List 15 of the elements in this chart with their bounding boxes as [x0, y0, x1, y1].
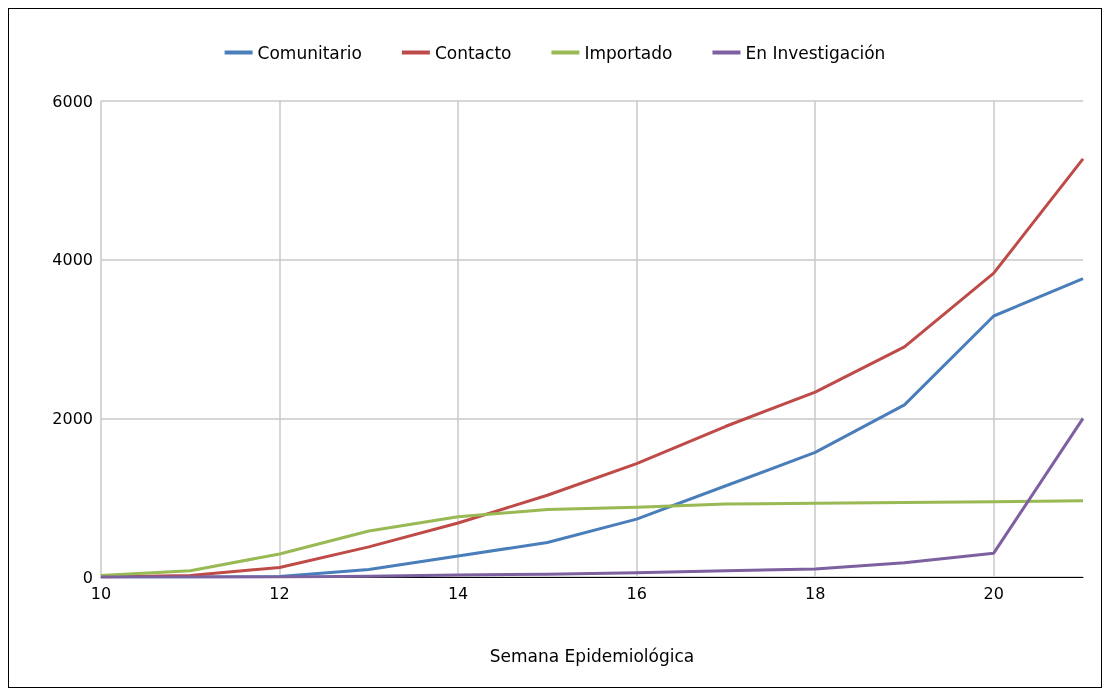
legend-label: Contacto [434, 42, 512, 63]
y-tick-label: 6000 [52, 91, 93, 111]
x-tick-label: 20 [983, 583, 1004, 603]
x-tick-label: 10 [90, 583, 112, 603]
x-tick-label: 16 [626, 583, 647, 603]
legend-label: En Investigación [745, 42, 886, 63]
x-tick-label: 18 [805, 583, 826, 603]
x-axis-title: Semana Epidemiológica [489, 645, 695, 666]
x-tick-label: 14 [447, 583, 469, 603]
y-tick-label: 0 [82, 567, 93, 587]
y-tick-label: 2000 [52, 408, 93, 428]
legend-label: Importado [584, 42, 673, 63]
y-tick-label: 4000 [52, 250, 93, 270]
legend-label: Comunitario [257, 42, 362, 63]
x-tick-label: 12 [269, 583, 290, 603]
